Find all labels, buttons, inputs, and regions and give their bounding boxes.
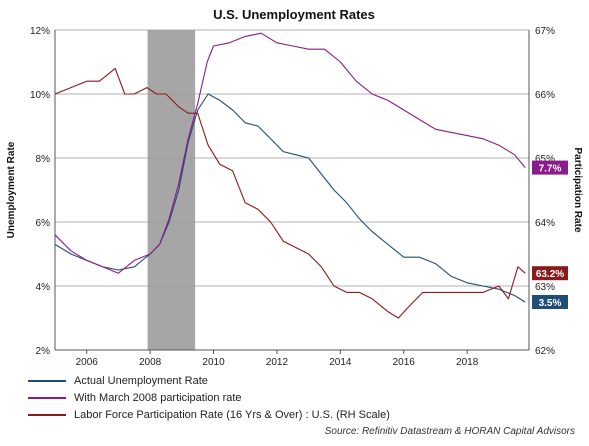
end-value-label-labor-force-participation-rate-16-yrs-over-u-s-rh-scale: 63.2%	[536, 269, 564, 280]
legend-swatch-actual	[28, 380, 66, 382]
source-note: Source: Refinitiv Datastream & HORAN Cap…	[324, 426, 575, 437]
legend-item-march-2008: With March 2008 participation rate	[28, 391, 242, 405]
y-right-tick-label: 67%	[535, 26, 555, 37]
x-tick-label: 2012	[266, 357, 289, 368]
legend-item-participation: Labor Force Participation Rate (16 Yrs &…	[28, 408, 390, 422]
y-right-tick-label: 66%	[535, 90, 555, 101]
legend-label-march-2008: With March 2008 participation rate	[74, 392, 242, 404]
x-tick-label: 2006	[76, 357, 99, 368]
end-value-tag-actual-unemployment-rate	[532, 295, 568, 309]
recession-band	[147, 30, 196, 350]
y-axis-right-label: Participation Rate	[572, 147, 583, 232]
legend-label-participation: Labor Force Participation Rate (16 Yrs &…	[74, 409, 390, 421]
y-left-tick-label: 2%	[36, 346, 51, 357]
y-left-tick-label: 6%	[36, 218, 51, 229]
end-value-label-with-march-2008-participation-rate: 7.7%	[539, 164, 562, 175]
x-tick-label: 2018	[456, 357, 479, 368]
x-tick-label: 2014	[329, 357, 352, 368]
end-value-tag-labor-force-participation-rate-16-yrs-over-u-s-rh-scale	[532, 266, 568, 281]
end-value-tag-with-march-2008-participation-rate	[532, 160, 568, 175]
legend-label-actual: Actual Unemployment Rate	[74, 375, 208, 387]
y-right-tick-label: 65%	[535, 154, 555, 165]
y-left-tick-label: 12%	[30, 26, 50, 37]
y-right-tick-label: 62%	[535, 346, 555, 357]
legend-item-actual-unemployment: Actual Unemployment Rate	[28, 374, 208, 388]
legend-swatch-march-2008	[28, 397, 66, 399]
y-left-tick-label: 4%	[36, 282, 51, 293]
x-tick-label: 2016	[393, 357, 416, 368]
y-left-tick-label: 10%	[30, 90, 50, 101]
series-line-with-march-2008-participation-rate	[54, 32, 526, 274]
legend-swatch-participation	[28, 414, 66, 416]
y-left-tick-label: 8%	[36, 154, 51, 165]
x-tick-label: 2010	[202, 357, 225, 368]
plot-area: 2% 4% 6% 8% 10% 12% 62% 63% 64% 65% 66% 67% 2006 2008…	[30, 26, 568, 368]
y-right-tick-label: 64%	[535, 218, 555, 229]
series-line-actual-unemployment-rate	[54, 93, 526, 303]
series-line-labor-force-participation-rate-16-yrs-over-u-s-rh-scale	[54, 67, 526, 319]
y-right-tick-label: 63%	[535, 282, 555, 293]
chart-title: U.S. Unemployment Rates	[213, 7, 375, 22]
x-tick-label: 2008	[139, 357, 162, 368]
y-axis-left-label: Unemployment Rate	[6, 141, 17, 238]
end-value-label-actual-unemployment-rate: 3.5%	[539, 298, 562, 309]
